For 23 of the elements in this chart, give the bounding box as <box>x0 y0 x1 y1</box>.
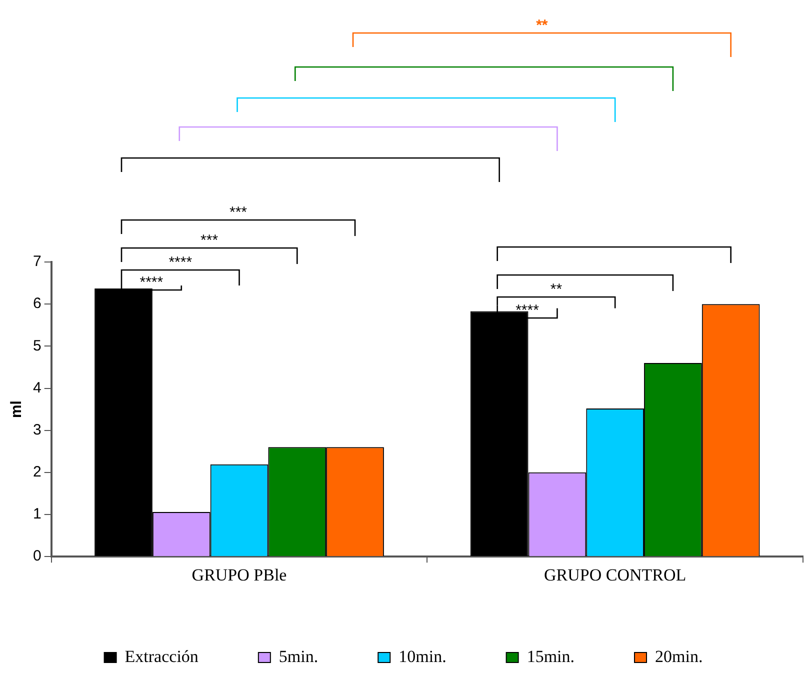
legend-label: 15min. <box>526 646 575 666</box>
legend-label: Extracción <box>124 646 199 666</box>
x-tick-label: GRUPO PBle <box>192 565 287 584</box>
y-tick-label: 3 <box>33 421 42 438</box>
y-tick-label: 0 <box>33 548 42 565</box>
y-axis-title: ml <box>8 400 26 418</box>
legend-label: 20min. <box>655 646 703 666</box>
legend-label: 10min. <box>398 646 446 666</box>
y-tick-label: 7 <box>33 253 42 270</box>
y-tick-label: 1 <box>33 506 42 523</box>
text: *** <box>200 232 218 249</box>
annotation: **** <box>516 302 540 319</box>
annotation: **** <box>168 254 192 271</box>
annotation: ** <box>550 281 562 298</box>
legend-label: 5min. <box>278 646 318 666</box>
x-tick-label: GRUPO CONTROL <box>544 565 686 584</box>
text: *** <box>230 204 248 221</box>
y-tick-label: 2 <box>33 464 42 481</box>
annotation: **** <box>140 274 164 291</box>
y-tick-label: 6 <box>33 295 42 312</box>
y-tick-label: 5 <box>33 337 42 354</box>
text: ** <box>536 17 548 34</box>
y-tick-label: 4 <box>33 379 42 396</box>
